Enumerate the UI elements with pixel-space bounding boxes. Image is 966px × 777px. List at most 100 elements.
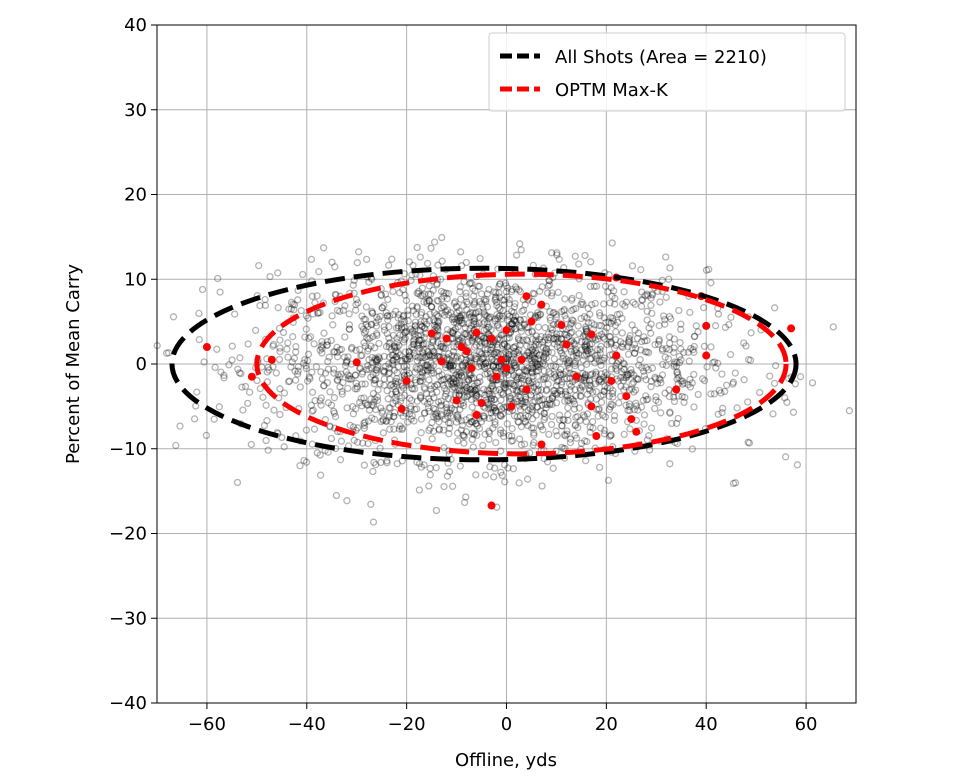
all-shots-point [528,353,536,361]
all-shots-point [343,356,351,365]
all-shots-point [494,320,502,329]
all-shots-point [534,360,542,368]
all-shots-point [430,309,439,317]
all-shots-point [377,458,385,467]
all-shots-point [616,338,625,346]
optm-points [202,273,796,510]
all-shots-point [597,398,606,406]
all-shots-point [517,246,525,254]
all-shots-point [401,328,410,336]
all-shots-point [394,324,403,332]
all-shots-point [662,345,670,353]
all-shots-point [687,344,695,353]
all-shots-point [418,359,426,367]
all-shots-point [727,313,735,321]
all-shots-point [389,287,397,296]
all-shots-point [420,340,428,348]
all-shots-point [380,368,388,377]
all-shots-point [480,412,488,421]
all-shots-point [625,336,633,344]
all-shots-point [431,405,439,414]
all-shots-point [630,371,638,379]
all-shots-point [330,409,339,417]
all-shots-point [511,325,519,333]
all-shots-point [698,375,707,383]
all-shots-point [434,412,442,421]
all-shots-point [361,380,369,388]
all-shots-point [509,465,518,473]
all-shots-point [434,319,442,327]
all-shots-point [244,340,252,348]
all-shots-point [676,338,684,347]
all-shots-point [726,350,735,359]
all-shots-point [300,456,308,465]
all-shots-point [364,322,372,331]
all-shots-point [423,400,432,408]
all-shots-point [558,307,566,316]
all-shots-point [416,365,424,373]
all-shots-point [336,373,344,381]
all-shots-point [628,262,637,270]
all-shots-point [388,390,396,398]
all-shots-point [461,381,469,390]
all-shots-point [481,311,490,320]
all-shots-point [711,322,720,330]
all-shots-point [342,368,350,376]
all-shots-point [486,313,495,321]
all-shots-point [496,402,504,411]
all-shots-point [441,415,449,423]
all-shots-point [532,367,540,376]
all-shots-point [532,362,540,371]
all-shots-point [369,370,377,379]
all-shots-point [405,352,413,361]
all-shots-point [296,462,304,470]
all-shots-point [464,392,472,400]
all-shots-point [593,346,602,354]
all-shots-point [578,381,586,390]
all-shots-point [620,365,628,373]
all-shots-point [624,338,633,346]
all-shots-point [533,393,541,401]
all-shots-point [634,329,643,337]
all-shots-point [471,309,480,317]
all-shots-point [421,290,429,298]
all-shots-point [601,328,609,336]
all-shots-point [637,266,645,274]
all-shots-point [535,335,543,344]
all-shots-point [648,290,656,298]
all-shots-point [665,386,673,394]
all-shots-point [443,354,452,362]
all-shots-point [769,410,777,418]
all-shots-point [520,321,529,329]
all-shots-point [400,362,408,371]
all-shots-point [496,279,504,288]
all-shots-point [403,366,411,374]
optm-point [487,334,496,343]
all-shots-point [437,309,446,317]
all-shots-point [578,383,587,391]
all-shots-point [438,371,446,379]
all-shots-point [661,389,669,397]
all-shots-point [330,394,339,402]
all-shots-point [523,323,531,331]
all-shots-point [604,288,612,296]
all-shots-point [511,381,519,390]
optm-point [557,321,566,330]
all-shots-point [392,388,400,396]
all-shots-point [388,255,396,263]
all-shots-point [572,392,580,400]
all-shots-point [349,281,357,289]
all-shots-point [586,340,594,349]
all-shots-point [392,390,401,398]
all-shots-point [534,387,542,395]
all-shots-point [636,356,644,364]
all-shots-point [302,426,311,434]
all-shots-point [400,317,409,326]
optm-point [702,351,711,360]
all-shots-point [420,409,429,417]
all-shots-point [459,431,467,439]
all-shots-point [670,335,678,343]
all-shots-point [439,302,447,310]
all-shots-point [411,376,419,384]
all-shots-point [448,381,456,389]
